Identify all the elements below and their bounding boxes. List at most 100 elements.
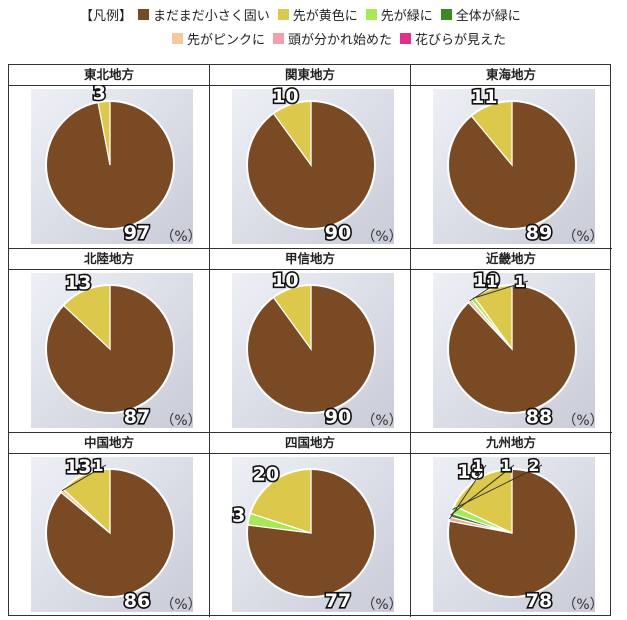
pie-outline bbox=[447, 284, 577, 414]
chart-title: 北陸地方 bbox=[9, 249, 209, 270]
chart-title: 近畿地方 bbox=[411, 249, 611, 270]
legend-item-6: 花びらが見えた bbox=[400, 29, 506, 48]
pie-chart: 90 10 （%） bbox=[232, 85, 403, 246]
data-label: 90 bbox=[325, 222, 351, 244]
data-label: 13 bbox=[65, 456, 91, 478]
pie-chart-panel: 東海地方 89 11 （%） bbox=[411, 65, 611, 248]
unit-label: （%） bbox=[361, 597, 402, 613]
pie-chart: 87 13 （%） bbox=[31, 270, 202, 430]
data-label: 88 bbox=[526, 406, 552, 428]
data-label: 10 bbox=[272, 85, 298, 107]
pie-chart-panel: 四国地方 77 3 20 （%） bbox=[210, 433, 410, 616]
data-label: 86 bbox=[124, 590, 150, 612]
chart-title: 九州地方 bbox=[411, 433, 611, 454]
data-label: 97 bbox=[124, 222, 150, 244]
pie-outline bbox=[447, 468, 577, 598]
unit-label: （%） bbox=[562, 229, 603, 245]
data-label: 11 bbox=[471, 86, 497, 108]
data-label: 18 bbox=[457, 461, 483, 483]
data-label: 1 bbox=[500, 456, 511, 475]
pie-chart-grid: 東北地方 97 3 （%） 関東地方 90 10 （%） 東海地方 89 11 （%） 北陸地方 87 13… bbox=[8, 64, 612, 617]
data-label: 10 bbox=[272, 269, 298, 291]
unit-label: （%） bbox=[361, 413, 402, 429]
chart-title: 東海地方 bbox=[411, 65, 611, 86]
data-label: 87 bbox=[124, 406, 150, 428]
pie-chart: 86 13 1 （%） bbox=[31, 454, 202, 614]
chart-title: 四国地方 bbox=[210, 433, 410, 454]
data-label: 89 bbox=[526, 222, 552, 244]
pie-chart-panel: 北陸地方 87 13 （%） bbox=[9, 249, 209, 432]
data-label: 3 bbox=[93, 85, 106, 104]
data-label: 1 bbox=[92, 456, 103, 475]
legend-label-0: まだまだ小さく固い bbox=[153, 8, 270, 24]
legend-item-0: まだまだ小さく固い bbox=[138, 5, 270, 24]
legend-item-1: 先が黄色に bbox=[277, 5, 358, 24]
legend-swatch-0 bbox=[138, 8, 150, 20]
data-label: 3 bbox=[232, 505, 245, 527]
chart-title: 東北地方 bbox=[9, 65, 209, 86]
legend-label-5: 頭が分かれ始めた bbox=[288, 32, 393, 48]
data-label: 90 bbox=[325, 406, 351, 428]
legend-label-1: 先が黄色に bbox=[292, 8, 358, 24]
pie-outline bbox=[45, 284, 175, 414]
pie-chart-panel: 東北地方 97 3 （%） bbox=[9, 65, 209, 248]
unit-label: （%） bbox=[160, 597, 201, 613]
chart-title: 中国地方 bbox=[9, 433, 209, 454]
pie-outline bbox=[246, 100, 376, 230]
data-label: 1 bbox=[514, 272, 525, 291]
pie-outline bbox=[45, 100, 175, 230]
legend-swatch-3 bbox=[440, 8, 452, 20]
data-label: 77 bbox=[325, 590, 351, 612]
legend-title: 【凡例】 bbox=[80, 8, 133, 24]
grid-divider bbox=[410, 65, 411, 617]
pie-chart-panel: 甲信地方 90 10 （%） bbox=[210, 249, 410, 432]
pie-chart-panel: 九州地方 78 18 1 1 2 （%） bbox=[411, 433, 611, 616]
leader-line bbox=[61, 464, 107, 492]
leader-line bbox=[449, 464, 487, 520]
data-label: 13 bbox=[65, 272, 91, 294]
leader-line bbox=[450, 464, 515, 516]
unit-label: （%） bbox=[160, 413, 201, 429]
pie-chart-panel: 近畿地方 88 10 1 1 （%） bbox=[411, 249, 611, 432]
pie-outline bbox=[246, 284, 376, 414]
pie-outline bbox=[45, 468, 175, 598]
data-label: 1 bbox=[486, 272, 497, 291]
chart-title: 関東地方 bbox=[210, 65, 410, 86]
legend-label-4: 先がピンクに bbox=[187, 32, 266, 48]
legend-item-4: 先がピンクに bbox=[172, 29, 265, 48]
leader-line bbox=[472, 280, 529, 299]
legend-swatch-1 bbox=[277, 8, 289, 20]
legend-item-3: 全体が緑に bbox=[440, 5, 521, 24]
legend-swatch-6 bbox=[400, 32, 412, 44]
legend-swatch-4 bbox=[172, 32, 183, 44]
legend: 【凡例】 まだまだ小さく固い 先が黄色に 先が緑に 全体が緑に 先がピンクに 頭… bbox=[0, 0, 627, 58]
pie-chart-panel: 中国地方 86 13 1 （%） bbox=[9, 433, 209, 616]
data-label: 20 bbox=[253, 463, 279, 485]
unit-label: （%） bbox=[361, 229, 402, 245]
pie-chart: 89 11 （%） bbox=[433, 85, 604, 246]
legend-label-6: 花びらが見えた bbox=[415, 32, 507, 48]
pie-outline bbox=[246, 468, 376, 598]
pie-chart: 77 3 20 （%） bbox=[230, 457, 403, 614]
legend-row-2: 先がピンクに 頭が分かれ始めた 花びらが見えた bbox=[172, 27, 514, 49]
pie-chart-panel: 関東地方 90 10 （%） bbox=[210, 65, 410, 248]
legend-row-1: 【凡例】 まだまだ小さく固い 先が黄色に 先が緑に 全体が緑に bbox=[80, 3, 529, 25]
unit-label: （%） bbox=[160, 229, 201, 245]
unit-label: （%） bbox=[562, 413, 603, 429]
leader-line bbox=[452, 464, 543, 510]
data-label: 1 bbox=[472, 456, 483, 475]
data-label: 10 bbox=[473, 269, 499, 291]
legend-label-2: 先が緑に bbox=[380, 8, 433, 24]
legend-swatch-2 bbox=[365, 8, 377, 20]
pie-outline bbox=[447, 100, 577, 230]
grid-divider bbox=[9, 248, 612, 249]
legend-swatch-5 bbox=[273, 32, 285, 44]
unit-label: （%） bbox=[562, 597, 603, 613]
grid-divider bbox=[209, 65, 210, 617]
data-label: 2 bbox=[528, 456, 539, 475]
legend-item-2: 先が緑に bbox=[365, 5, 433, 24]
data-label: 78 bbox=[526, 590, 552, 612]
chart-title: 甲信地方 bbox=[210, 249, 410, 270]
